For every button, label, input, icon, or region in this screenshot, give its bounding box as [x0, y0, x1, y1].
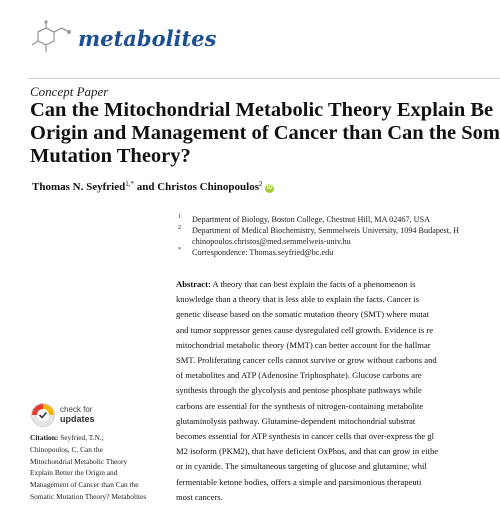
- check-for-label: check for: [60, 405, 93, 414]
- abstract-text: A theory that can best explain the facts…: [210, 279, 416, 289]
- affiliation-email[interactable]: chinopoulos.christos@med.semmelweis-univ…: [192, 237, 351, 246]
- citation-text: Seyfried, T.N.;: [58, 433, 104, 442]
- metabolites-molecule-logo-icon: [31, 20, 71, 52]
- affiliation-item: chinopoulos.christos@med.semmelweis-univ…: [178, 236, 500, 247]
- affiliation-text: Department of Biology, Boston College, C…: [192, 215, 431, 224]
- article-type: Concept Paper: [30, 84, 109, 99]
- abstract-line: of metabolites and ATP (Adenosine Tripho…: [176, 370, 422, 381]
- author-affiliation-marker: 2: [259, 180, 263, 188]
- abstract-line: and tumor suppressor genes cause dysregu…: [176, 324, 434, 335]
- affiliation-item: 1 Department of Biology, Boston College, …: [178, 214, 500, 225]
- affiliation-text: Department of Medical Biochemistry, Semm…: [192, 226, 460, 235]
- abstract-line: genetic disease based on the somatic mut…: [176, 309, 429, 320]
- author-affiliation-marker: 1,*: [125, 180, 134, 188]
- journal-name[interactable]: metabolites: [78, 26, 217, 51]
- citation-line: Citation: Seyfried, T.N.;: [30, 432, 170, 444]
- abstract-line: most cancers.: [176, 491, 223, 502]
- abstract-line: Abstract: A theory that can best explain…: [176, 277, 500, 292]
- orcid-icon[interactable]: iD: [265, 184, 275, 193]
- abstract-label: Abstract:: [176, 279, 211, 289]
- citation-line: Somatic Mutation Theory? Metabolites: [30, 491, 147, 501]
- correspondence-marker: *: [178, 247, 181, 253]
- abstract: Abstract: A theory that can best explain…: [176, 277, 500, 505]
- abstract-line: M2 isoform (PKM2), that have deficient O…: [176, 446, 439, 457]
- check-for-updates-button[interactable]: check for updates: [30, 402, 110, 436]
- citation-line: Chinopoulos, C. Can the: [30, 444, 103, 454]
- abstract-line: knowledge than a theory that is less abl…: [176, 294, 419, 305]
- correspondence-item: * Correspondence: Thomas.seyfried@bc.edu: [178, 247, 500, 258]
- abstract-line: fermentable ketone bodies, offers a simp…: [176, 476, 422, 487]
- abstract-line: carbons are essential for the synthesis …: [176, 400, 424, 411]
- title-line: Mutation Theory?: [30, 145, 191, 167]
- updates-label: updates: [60, 414, 95, 424]
- citation-line: Explain Better the Origin and: [30, 468, 118, 478]
- abstract-line: or in cyanide. The simultaneous targetin…: [176, 461, 427, 472]
- abstract-line: SMT. Proliferating cancer cells cannot s…: [176, 355, 437, 366]
- check-for-updates-badge-icon: [31, 403, 55, 427]
- article-title: Can the Mitochondrial Metabolic Theory E…: [30, 99, 500, 168]
- citation-line: Management of Cancer than Can the: [30, 480, 139, 490]
- abstract-line: glutaminolysis pathway. Glutamine-depend…: [176, 415, 416, 426]
- abstract-line: becomes essential for ATP synthesis in c…: [176, 431, 434, 442]
- header-divider: [28, 78, 500, 79]
- citation-block: Citation: Seyfried, T.N.; Chinopoulos, C…: [30, 432, 170, 503]
- abstract-line: mitochondrial metabolic theory (MMT) can…: [176, 339, 431, 350]
- affiliations: 1 Department of Biology, Boston College, …: [178, 214, 500, 258]
- correspondence-text[interactable]: Correspondence: Thomas.seyfried@bc.edu: [192, 248, 334, 257]
- abstract-line: synthesis through the glycolysis and pen…: [176, 385, 422, 396]
- author-name[interactable]: Thomas N. Seyfried: [32, 181, 126, 193]
- author-list: Thomas N. Seyfried1,* and Christos Chino…: [32, 180, 275, 193]
- title-line: Origin and Management of Cancer than Can…: [30, 122, 500, 144]
- citation-line: Mitochondrial Metabolic Theory: [30, 456, 128, 466]
- author-conjunction: and: [133, 181, 158, 193]
- affiliation-number: 2: [178, 225, 181, 231]
- title-line: Can the Mitochondrial Metabolic Theory E…: [30, 99, 494, 121]
- affiliation-number: 1: [178, 214, 181, 220]
- affiliation-item: 2 Department of Medical Biochemistry, Sem…: [178, 225, 500, 236]
- citation-label: Citation:: [30, 433, 59, 442]
- author-name[interactable]: Christos Chinopoulos: [157, 181, 259, 193]
